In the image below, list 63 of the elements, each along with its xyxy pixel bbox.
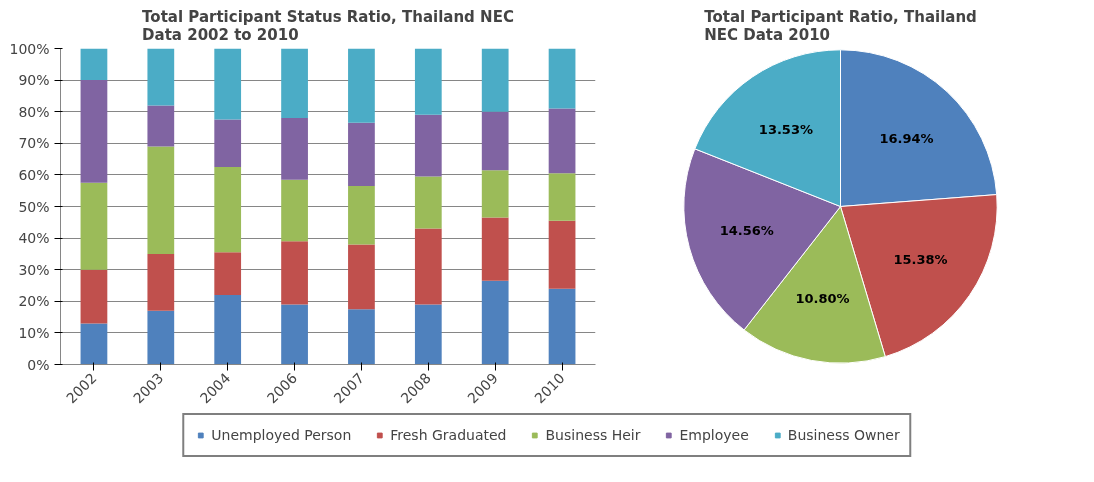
y-tick-label: 70% — [18, 135, 50, 152]
bar — [80, 48, 108, 81]
bar — [348, 185, 375, 245]
bar — [147, 310, 175, 365]
bar — [214, 119, 242, 167]
bar — [147, 48, 175, 106]
bar — [214, 294, 242, 365]
bar — [481, 48, 509, 112]
legend-label: Unemployed Person — [211, 427, 352, 443]
y-tick-label: 90% — [18, 72, 50, 89]
bar — [481, 170, 509, 218]
bar — [214, 252, 242, 295]
data-label: 13.53% — [758, 121, 813, 137]
y-tick-label: 40% — [18, 230, 50, 247]
y-tick-label: 30% — [18, 261, 50, 278]
y-tick-label: 60% — [18, 166, 50, 183]
y-tick-label: 20% — [18, 293, 50, 310]
bar — [348, 244, 375, 310]
bar — [80, 182, 108, 270]
bar — [281, 241, 308, 305]
bar — [281, 48, 308, 119]
y-tick-label: 0% — [27, 356, 50, 373]
bar — [348, 309, 375, 365]
bar — [281, 179, 308, 242]
bar — [481, 111, 509, 171]
bar — [80, 323, 108, 365]
bar — [414, 48, 442, 115]
data-label: 16.94% — [879, 130, 934, 146]
bar — [414, 176, 442, 229]
bar — [348, 48, 375, 123]
bar — [548, 220, 576, 289]
bar — [548, 173, 576, 221]
bar — [281, 118, 308, 180]
data-label: 14.56% — [719, 223, 774, 239]
y-tick-label: 100% — [9, 40, 50, 57]
bar — [214, 167, 242, 253]
bar — [147, 105, 175, 147]
bar — [80, 80, 108, 183]
bar — [548, 108, 576, 174]
bar — [80, 269, 108, 324]
y-tick-label: 50% — [18, 198, 50, 215]
legend-label: Business Owner — [787, 427, 900, 443]
y-tick-label: 10% — [18, 324, 50, 341]
legend-label: Employee — [679, 427, 749, 443]
bar — [214, 48, 242, 120]
bar — [481, 217, 509, 281]
bar — [147, 146, 175, 254]
bar — [414, 304, 442, 365]
bar — [548, 288, 576, 365]
bar — [348, 122, 375, 186]
legend-label: Fresh Graduated — [390, 427, 507, 443]
chart-title: Total Participant Status Ratio, Thailand NEC Data 2002 to 2010 — [142, 7, 514, 44]
chart-title: Total Participant Ratio, Thailand NEC Data 2010 — [704, 7, 977, 44]
data-label: 10.80% — [795, 290, 850, 306]
bar — [147, 253, 175, 311]
y-tick-label: 80% — [18, 103, 50, 120]
bar — [548, 48, 576, 109]
legend-label: Business Heir — [545, 427, 641, 443]
bar — [414, 114, 442, 177]
data-label: 15.38% — [893, 251, 948, 267]
bar — [281, 304, 308, 365]
bar — [414, 228, 442, 305]
bar — [481, 280, 509, 365]
